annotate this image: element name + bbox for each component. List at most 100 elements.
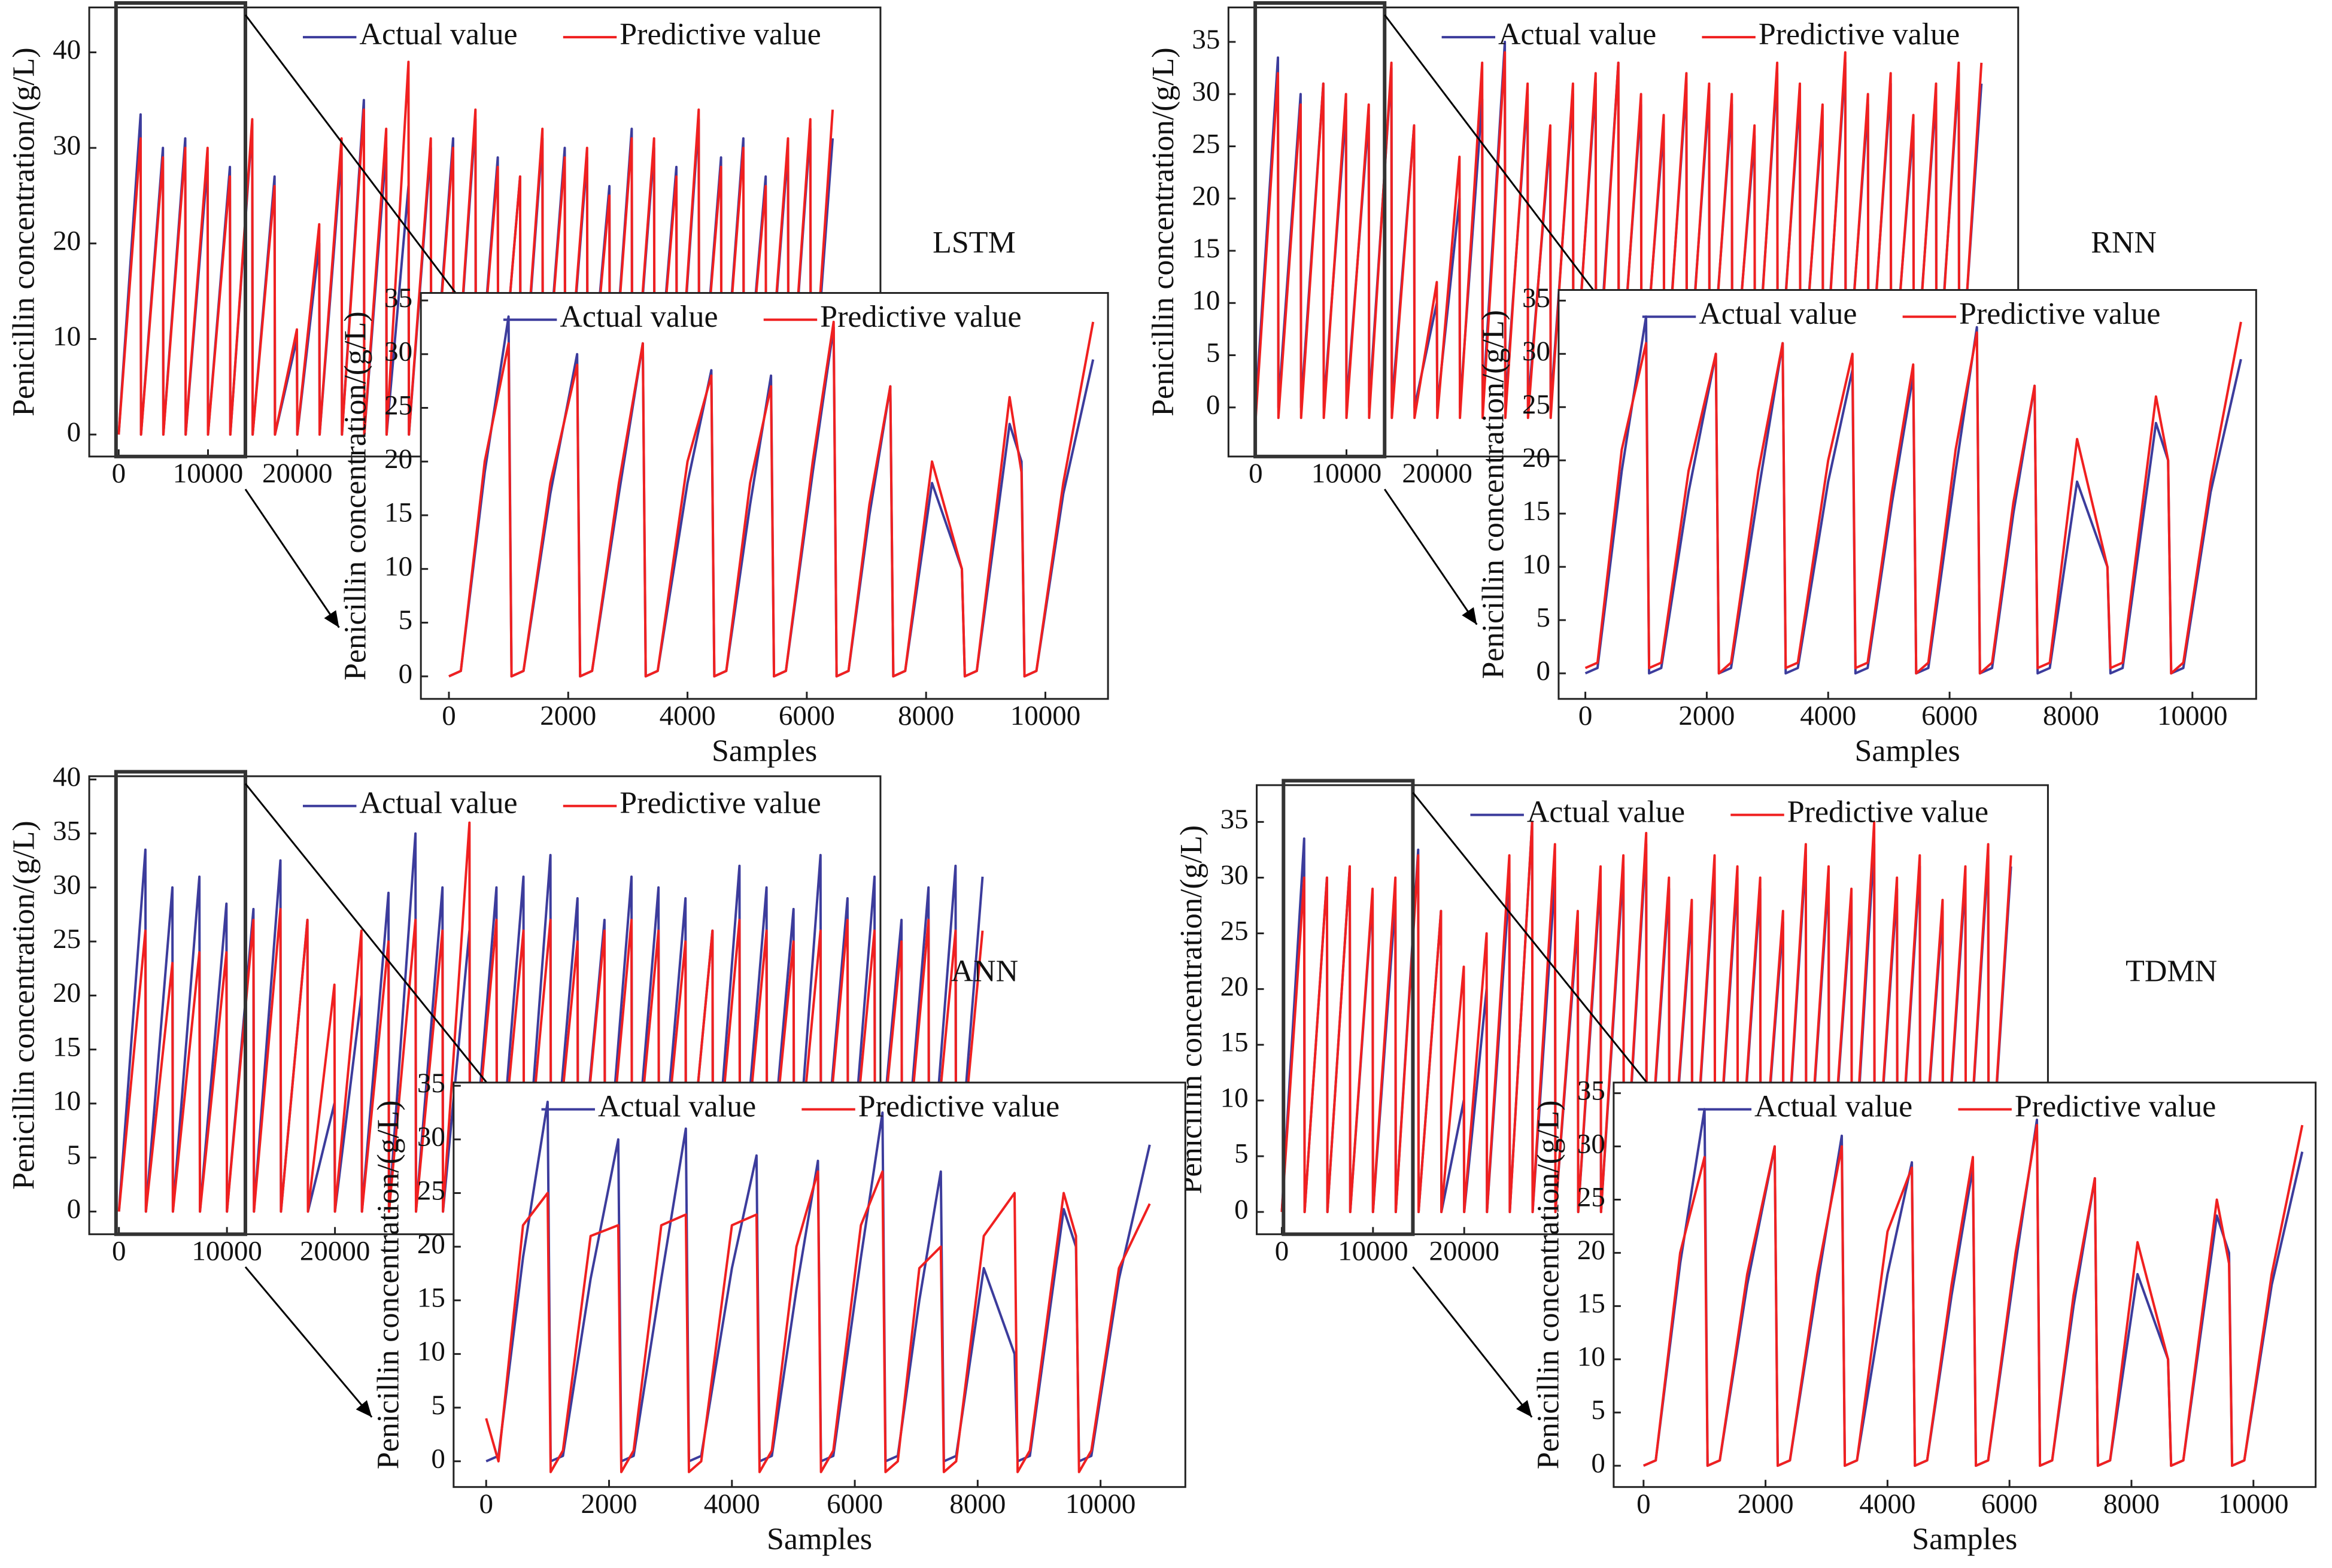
y-tick-label: 5 [1536, 602, 1550, 633]
zoom-arrow [244, 783, 514, 1116]
model-label: TDMN [2125, 954, 2217, 988]
y-tick-label: 5 [1234, 1138, 1249, 1169]
y-tick-label: 10 [1192, 285, 1220, 316]
zoom-arrow [244, 488, 340, 628]
y-tick-label: 10 [53, 321, 81, 352]
y-tick-label: 35 [1220, 804, 1249, 835]
y-tick-label: 20 [1577, 1235, 1605, 1266]
x-tick-label: 0 [112, 1235, 126, 1266]
y-tick-label: 0 [1536, 655, 1550, 686]
y-tick-label: 30 [1192, 76, 1220, 107]
x-tick-label: 10000 [192, 1235, 262, 1266]
y-axis-label: Penicillin concentration/(g/L) [371, 1100, 405, 1469]
y-tick-label: 15 [1220, 1027, 1249, 1058]
legend-label: Actual value [1754, 1090, 1912, 1124]
y-tick-label: 5 [1591, 1394, 1605, 1426]
y-tick-label: 40 [53, 761, 81, 792]
y-tick-label: 35 [53, 815, 81, 846]
y-tick-label: 0 [67, 417, 81, 448]
zoom-arrow [1412, 1266, 1533, 1418]
zoom-arrow [244, 1266, 373, 1418]
series-line [1643, 1124, 2304, 1467]
legend-label: Predictive value [1787, 795, 1988, 829]
zoom-arrow [1412, 792, 1674, 1116]
y-tick-label: 0 [1591, 1448, 1605, 1479]
x-tick-label: 2000 [540, 700, 596, 731]
y-tick-label: 20 [384, 443, 412, 475]
inset-background [1613, 1082, 2316, 1487]
y-tick-label: 5 [399, 604, 413, 636]
y-tick-label: 20 [1192, 181, 1220, 212]
zoom-arrow [1384, 488, 1478, 625]
legend-label: Actual value [359, 17, 517, 51]
y-tick-label: 25 [1577, 1181, 1605, 1213]
x-tick-label: 4000 [660, 700, 716, 731]
axes-frame [1613, 1081, 2317, 1488]
series-line [1280, 821, 2012, 1214]
series-line [1254, 51, 1983, 420]
y-tick-label: 25 [1192, 128, 1220, 159]
axes-frame [1557, 289, 2257, 700]
x-tick-label: 6000 [1921, 700, 1978, 731]
y-tick-label: 30 [1577, 1128, 1605, 1159]
y-tick-label: 0 [67, 1193, 81, 1224]
y-tick-label: 20 [1220, 971, 1249, 1002]
legend-label: Predictive value [620, 17, 821, 51]
zoom-arrow [1384, 14, 1619, 324]
y-tick-label: 15 [53, 1031, 81, 1062]
legend-label: Predictive value [1959, 297, 2160, 331]
x-tick-label: 6000 [779, 700, 835, 731]
x-tick-label: 8000 [2043, 700, 2099, 731]
y-axis-label: Penicillin concentration/(g/L) [7, 821, 41, 1190]
y-tick-label: 5 [431, 1390, 445, 1421]
legend-label: Actual value [598, 1090, 756, 1124]
y-tick-label: 30 [53, 870, 81, 901]
y-tick-label: 20 [53, 226, 81, 257]
x-tick-label: 10000 [1065, 1488, 1136, 1520]
y-tick-label: 0 [1234, 1194, 1249, 1225]
x-tick-label: 0 [1249, 458, 1263, 489]
x-tick-label: 0 [479, 1488, 493, 1520]
legend-label: Actual value [1527, 795, 1685, 829]
y-tick-label: 35 [1522, 282, 1550, 314]
legend-label: Actual value [1498, 17, 1656, 51]
legend-label: Predictive value [858, 1090, 1059, 1124]
y-tick-label: 5 [1206, 337, 1220, 368]
y-tick-label: 20 [1522, 442, 1550, 473]
legend-label: Predictive value [620, 786, 821, 821]
y-tick-label: 15 [1577, 1288, 1605, 1319]
inset-background [421, 293, 1109, 699]
y-tick-label: 0 [399, 658, 413, 689]
x-tick-label: 10000 [2218, 1488, 2289, 1520]
model-label: ANN [951, 954, 1019, 988]
legend-label: Actual value [1699, 297, 1857, 331]
x-tick-label: 0 [1275, 1235, 1289, 1266]
y-tick-label: 0 [1206, 390, 1220, 421]
y-tick-label: 20 [53, 977, 81, 1008]
zoom-box [1282, 779, 1415, 1236]
x-tick-label: 10000 [1311, 458, 1382, 489]
inset-background [1558, 290, 2257, 699]
x-tick-label: 4000 [1859, 1488, 1915, 1520]
x-tick-label: 0 [1578, 700, 1593, 731]
x-tick-label: 2000 [581, 1488, 637, 1520]
axes-frame [453, 1081, 1186, 1488]
y-tick-label: 10 [53, 1086, 81, 1117]
x-tick-label: 10000 [1338, 1235, 1408, 1266]
y-tick-label: 25 [384, 390, 412, 421]
x-tick-label: 10000 [2157, 700, 2228, 731]
x-tick-label: 2000 [1678, 700, 1735, 731]
x-tick-label: 20000 [1429, 1235, 1499, 1266]
x-tick-label: 0 [112, 458, 126, 489]
y-tick-label: 30 [1220, 859, 1249, 891]
x-tick-label: 4000 [704, 1488, 760, 1520]
x-tick-label: 0 [442, 700, 456, 731]
y-tick-label: 20 [417, 1229, 445, 1260]
series-line [117, 821, 984, 1213]
x-tick-label: 4000 [1800, 700, 1856, 731]
y-tick-label: 10 [417, 1336, 445, 1367]
x-tick-label: 8000 [898, 700, 954, 731]
y-tick-label: 15 [1192, 233, 1220, 264]
legend-label: Actual value [359, 786, 517, 821]
